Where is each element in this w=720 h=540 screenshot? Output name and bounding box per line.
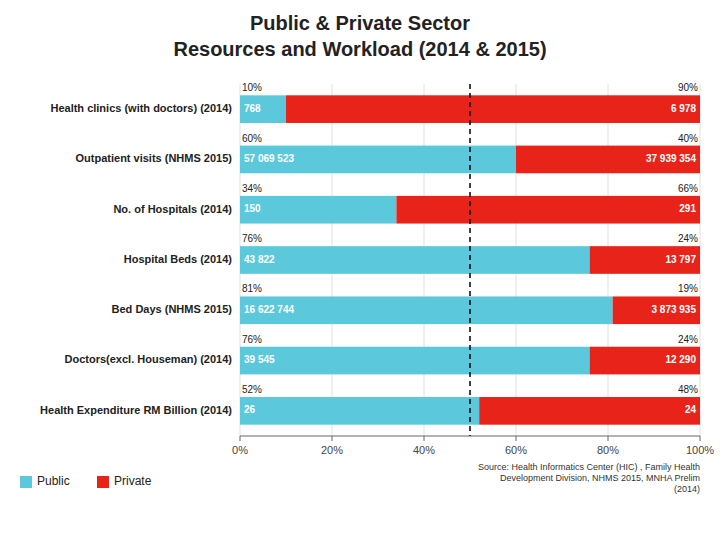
tick-label: 40%	[413, 444, 435, 456]
title: Public & Private Sector	[250, 12, 470, 34]
tick-mark	[332, 436, 333, 441]
legend-label: Private	[114, 474, 152, 488]
bar	[286, 95, 700, 123]
legend-label: Public	[37, 474, 70, 488]
subtitle: Resources and Workload (2014 & 2015)	[173, 38, 546, 60]
count-label: 24	[685, 404, 697, 415]
bar	[240, 146, 516, 174]
category-label: Outpatient visits (NHMS 2015)	[76, 152, 233, 164]
count-label: 39 545	[244, 354, 275, 365]
tick-label: 80%	[597, 444, 619, 456]
count-label: 37 939 354	[646, 153, 696, 164]
x-axis: 0% 20% 40% 60% 80% 100%	[232, 84, 714, 456]
legend-swatch	[97, 476, 109, 488]
data-label: 76%	[242, 334, 262, 345]
tick-label: 20%	[321, 444, 343, 456]
data-label: 24%	[678, 233, 698, 244]
count-label: 13 797	[665, 254, 696, 265]
count-label: 6 978	[671, 103, 696, 114]
bar	[590, 246, 700, 274]
legend: Public Private	[20, 474, 152, 488]
tick-label: 0%	[232, 444, 248, 456]
count-label: 12 290	[665, 354, 696, 365]
bar	[613, 296, 700, 324]
data-label: 10%	[242, 82, 262, 93]
source-line: Development Division, NHMS 2015, MNHA Pr…	[500, 473, 700, 483]
tick-mark	[240, 436, 241, 441]
count-label: 291	[679, 203, 696, 214]
bar	[240, 296, 613, 324]
bar	[240, 95, 286, 123]
bar	[240, 347, 590, 375]
count-label: 16 622 744	[244, 304, 294, 315]
data-label: 52%	[242, 384, 262, 395]
category-label: Bed Days (NHMS 2015)	[112, 303, 233, 315]
tick-label: 60%	[505, 444, 527, 456]
data-label: 40%	[678, 133, 698, 144]
count-label: 57 069 523	[244, 153, 294, 164]
bar	[590, 347, 700, 375]
count-label: 150	[244, 203, 261, 214]
tick-label: 100%	[686, 444, 714, 456]
count-label: 43 822	[244, 254, 275, 265]
category-label: No. of Hospitals (2014)	[113, 203, 232, 215]
tick-mark	[700, 436, 701, 441]
data-label: 19%	[678, 283, 698, 294]
data-label: 60%	[242, 133, 262, 144]
data-label: 81%	[242, 283, 262, 294]
count-label: 26	[244, 404, 256, 415]
category-label: Hospital Beds (2014)	[124, 253, 233, 265]
data-label: 48%	[678, 384, 698, 395]
data-label: 66%	[678, 183, 698, 194]
source-note: Source: Health Informatics Center (HIC) …	[478, 462, 700, 494]
source-line: (2014)	[674, 484, 700, 494]
bar	[240, 196, 396, 224]
bar	[240, 246, 590, 274]
category-label: Health Expenditure RM Billion (2014)	[40, 404, 232, 416]
data-label: 90%	[678, 82, 698, 93]
legend-swatch	[20, 476, 32, 488]
chart: Public & Private Sector Resources and Wor…	[0, 0, 720, 540]
tick-mark	[516, 436, 517, 441]
data-label: 34%	[242, 183, 262, 194]
data-label: 24%	[678, 334, 698, 345]
source-line: Source: Health Informatics Center (HIC) …	[478, 462, 700, 472]
tick-mark	[608, 436, 609, 441]
category-label: Health clinics (with doctors) (2014)	[50, 102, 232, 114]
data-label: 76%	[242, 233, 262, 244]
category-label: Doctors(excl. Houseman) (2014)	[65, 353, 233, 365]
bar	[396, 196, 700, 224]
bar	[516, 146, 700, 174]
count-label: 3 873 935	[652, 304, 697, 315]
count-label: 768	[244, 103, 261, 114]
tick-mark	[424, 436, 425, 441]
bar	[479, 397, 700, 425]
reference-line	[469, 84, 471, 436]
bar	[240, 397, 479, 425]
